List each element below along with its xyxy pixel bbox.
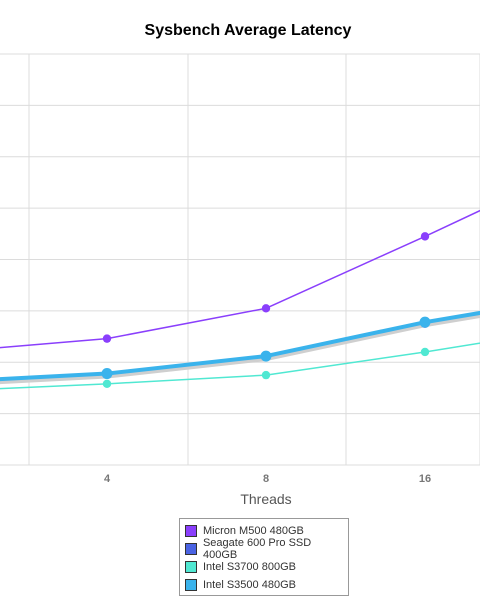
series-layer <box>0 209 480 390</box>
data-point <box>419 316 431 328</box>
data-point <box>261 304 271 313</box>
legend-label: Seagate 600 Pro SSD 400GB <box>202 537 312 561</box>
legend-label: Intel S3700 800GB <box>203 561 296 573</box>
series-micron-m500-480gb <box>0 209 480 349</box>
legend-swatch <box>185 525 197 537</box>
legend-item: Intel S3700 800GB <box>185 558 348 576</box>
x-tick-label: 8 <box>263 473 269 485</box>
legend-item: Seagate 600 Pro SSD 400GB <box>185 537 348 561</box>
series-line <box>0 312 480 381</box>
grid <box>0 53 480 466</box>
data-point <box>260 350 272 362</box>
legend-label: Micron M500 480GB <box>203 525 304 537</box>
series-intel-s3500-480gb <box>0 310 480 385</box>
data-point <box>102 379 112 389</box>
series-seagate-600-pro-ssd-400gb <box>0 312 480 381</box>
legend-label: Intel S3500 480GB <box>203 579 296 591</box>
x-tick-label: 16 <box>419 473 431 485</box>
data-point <box>420 347 430 357</box>
x-tick-label: 4 <box>104 473 111 485</box>
series-line <box>0 209 480 349</box>
legend-item: Micron M500 480GB <box>185 522 348 540</box>
data-point <box>102 334 112 343</box>
series-intel-s3700-800gb <box>0 342 480 390</box>
series-line <box>0 310 480 382</box>
legend-swatch <box>185 579 197 591</box>
legend-swatch <box>185 561 197 573</box>
legend-swatch <box>185 543 197 555</box>
x-axis-label: Threads <box>240 491 291 507</box>
data-point <box>101 368 113 380</box>
data-point <box>420 232 430 241</box>
legend-item: Intel S3500 480GB <box>185 576 348 594</box>
x-tick-labels: 4 8 16 <box>104 473 431 485</box>
data-point <box>261 370 271 380</box>
legend: Micron M500 480GB Seagate 600 Pro SSD 400… <box>179 518 349 596</box>
chart-title: Sysbench Average Latency <box>145 22 352 39</box>
